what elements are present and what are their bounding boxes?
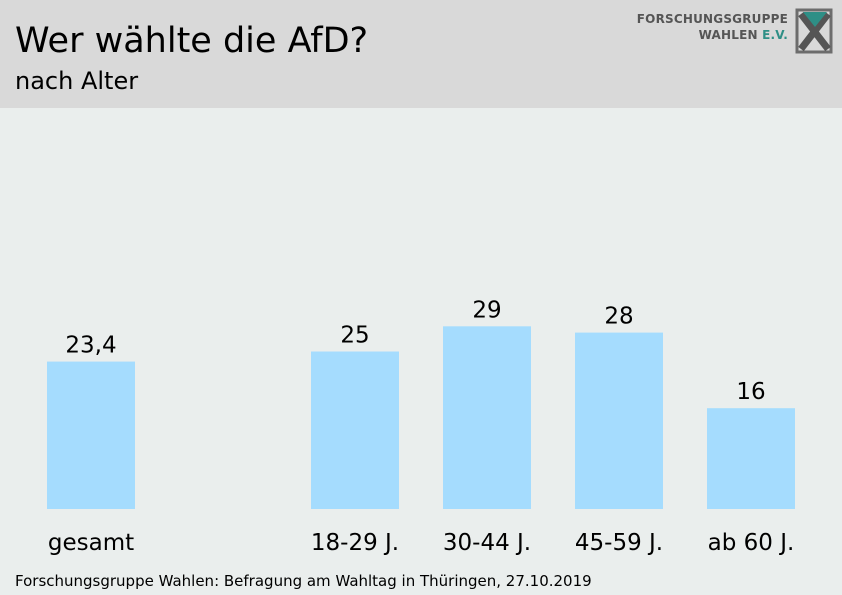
category-label-5: ab 60 J. xyxy=(708,530,795,556)
logo: FORSCHUNGSGRUPPE WAHLEN E.V. xyxy=(630,8,835,58)
logo-text-line1: FORSCHUNGSGRUPPE xyxy=(636,12,788,26)
bar-5 xyxy=(707,408,795,509)
category-label-4: 45-59 J. xyxy=(575,530,663,556)
header: Wer wählte die AfD? nach Alter FORSCHUNG… xyxy=(0,0,842,108)
source-note: Forschungsgruppe Wahlen: Befragung am Wa… xyxy=(15,572,592,590)
logo-x-icon xyxy=(795,8,833,54)
bar-2 xyxy=(311,351,399,509)
value-label-2: 25 xyxy=(340,323,369,349)
value-label-1: 23,4 xyxy=(65,333,116,359)
bar-1 xyxy=(47,361,135,509)
logo-text-main: WAHLEN xyxy=(698,28,763,42)
bar-3 xyxy=(443,326,531,509)
bar-chart: 23,4 gesamt 25 18-29 J. 29 30-44 J. 28 45-59 J.… xyxy=(47,297,795,556)
category-label-3: 30-44 J. xyxy=(443,530,531,556)
chart-title: Wer wählte die AfD? xyxy=(15,21,369,61)
category-label-2: 18-29 J. xyxy=(311,530,399,556)
logo-text-accent: E.V. xyxy=(762,28,788,42)
value-label-4: 28 xyxy=(604,304,633,330)
bar-4 xyxy=(575,332,663,509)
value-label-3: 29 xyxy=(472,297,501,323)
value-label-5: 16 xyxy=(736,379,765,405)
logo-text-line2: WAHLEN E.V. xyxy=(699,28,788,42)
chart-subtitle: nach Alter xyxy=(15,67,139,95)
category-label-1: gesamt xyxy=(48,530,134,556)
